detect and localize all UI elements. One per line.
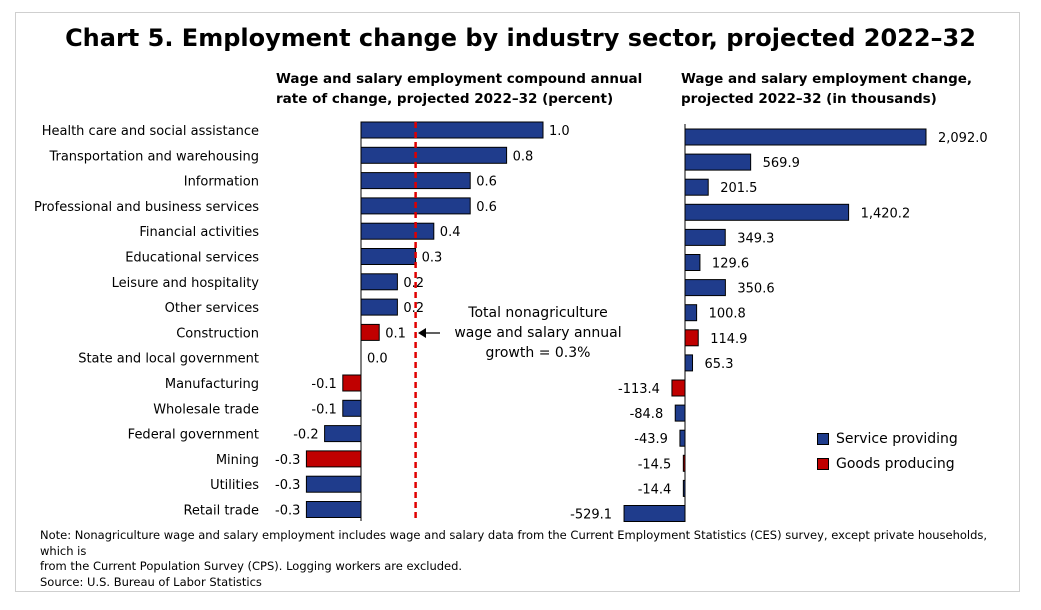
note-line-2: from the Current Population Survey (CPS)… <box>40 559 463 573</box>
right-value-label-other-services: 100.8 <box>709 307 746 322</box>
legend-label-service: Service providing <box>836 431 958 447</box>
annotation-line-1: Total nonagriculture <box>468 305 608 321</box>
category-label-educational-services: Educational services <box>125 251 259 266</box>
category-label-manufacturing: Manufacturing <box>165 377 259 392</box>
left-bar-construction <box>360 323 380 341</box>
right-bar-construction <box>684 329 699 347</box>
category-label-financial-activities: Financial activities <box>139 225 259 240</box>
category-label-information: Information <box>184 175 259 190</box>
chart-frame <box>15 12 1020 592</box>
right-value-label-health-care-and-social-assistance: 2,092.0 <box>938 131 988 146</box>
right-value-label-educational-services: 129.6 <box>712 257 749 272</box>
left-bar-manufacturing <box>342 374 362 392</box>
left-value-label-state-and-local-government: 0.0 <box>367 352 388 367</box>
left-value-label-information: 0.6 <box>476 175 497 190</box>
left-value-label-transportation-and-warehousing: 0.8 <box>513 149 534 164</box>
right-value-label-wholesale-trade: -84.8 <box>630 407 664 422</box>
legend-item-goods: Goods producing <box>817 456 955 472</box>
left-bar-federal-government <box>324 425 362 443</box>
category-label-other-services: Other services <box>165 301 260 316</box>
left-value-label-other-services: 0.2 <box>403 301 424 316</box>
category-label-leisure-and-hospitality: Leisure and hospitality <box>112 276 260 291</box>
left-value-label-retail-trade: -0.3 <box>275 504 300 519</box>
right-bar-state-and-local-government <box>684 354 694 372</box>
legend-label-goods: Goods producing <box>836 456 955 472</box>
left-bar-other-services <box>360 298 398 316</box>
chart-note: Note: Nonagriculture wage and salary emp… <box>40 528 1015 590</box>
category-label-transportation-and-warehousing: Transportation and warehousing <box>48 149 259 164</box>
right-bar-transportation-and-warehousing <box>684 153 752 171</box>
right-value-label-leisure-and-hospitality: 350.6 <box>737 282 774 297</box>
annotation-arrow-head <box>418 328 426 338</box>
right-bar-retail-trade <box>623 505 686 522</box>
category-label-professional-and-business-services: Professional and business services <box>34 200 259 215</box>
right-value-label-utilities: -14.4 <box>638 482 672 497</box>
left-value-label-leisure-and-hospitality: 0.2 <box>403 276 424 291</box>
right-value-label-manufacturing: -113.4 <box>618 382 660 397</box>
annotation-line-2: wage and salary annual <box>454 325 622 341</box>
category-label-state-and-local-government: State and local government <box>78 352 259 367</box>
left-value-label-health-care-and-social-assistance: 1.0 <box>549 124 570 139</box>
right-subtitle-line-1: Wage and salary employment change, <box>681 71 973 87</box>
right-value-label-mining: -14.5 <box>638 457 672 472</box>
left-value-label-professional-and-business-services: 0.6 <box>476 200 497 215</box>
right-value-label-information: 201.5 <box>720 181 757 196</box>
left-value-label-mining: -0.3 <box>275 453 300 468</box>
reference-line-annotation: Total nonagriculture wage and salary ann… <box>440 303 636 363</box>
right-bar-other-services <box>684 304 698 322</box>
category-label-wholesale-trade: Wholesale trade <box>153 402 259 417</box>
right-subtitle-line-2: projected 2022–32 (in thousands) <box>681 91 937 107</box>
left-bar-leisure-and-hospitality <box>360 273 398 291</box>
left-value-label-construction: 0.1 <box>385 326 406 341</box>
right-value-label-construction: 114.9 <box>710 332 747 347</box>
category-label-mining: Mining <box>216 453 259 468</box>
right-bar-information <box>684 178 709 196</box>
right-value-label-financial-activities: 349.3 <box>737 231 774 246</box>
annotation-line-3: growth = 0.3% <box>485 345 591 361</box>
right-bar-manufacturing <box>671 379 686 397</box>
right-bar-health-care-and-social-assistance <box>684 128 927 146</box>
right-bar-financial-activities <box>684 228 726 246</box>
left-subtitle-line-1: Wage and salary employment compound annu… <box>276 71 643 87</box>
right-panel-subtitle: Wage and salary employment change, proje… <box>681 69 972 109</box>
left-value-label-federal-government: -0.2 <box>293 428 318 443</box>
category-label-retail-trade: Retail trade <box>183 504 259 519</box>
right-bar-professional-and-business-services <box>684 203 850 221</box>
left-value-label-financial-activities: 0.4 <box>440 225 461 240</box>
chart-title: Chart 5. Employment change by industry s… <box>65 24 976 52</box>
legend-swatch-goods <box>817 458 829 470</box>
left-bar-mining <box>305 450 362 468</box>
left-bar-health-care-and-social-assistance <box>360 121 544 139</box>
category-label-utilities: Utilities <box>210 478 259 493</box>
left-bar-retail-trade <box>305 501 362 518</box>
legend-swatch-service <box>817 433 829 445</box>
left-bar-utilities <box>305 475 362 493</box>
category-label-construction: Construction <box>176 326 259 341</box>
left-bar-wholesale-trade <box>342 399 362 417</box>
right-value-label-professional-and-business-services: 1,420.2 <box>861 206 911 221</box>
left-value-label-manufacturing: -0.1 <box>311 377 336 392</box>
category-label-health-care-and-social-assistance: Health care and social assistance <box>42 124 259 139</box>
source-line: Source: U.S. Bureau of Labor Statistics <box>40 574 262 589</box>
right-bar-federal-government <box>679 429 686 447</box>
note-line-1: Note: Nonagriculture wage and salary emp… <box>40 528 988 558</box>
right-bar-wholesale-trade <box>674 404 686 422</box>
left-value-label-wholesale-trade: -0.1 <box>311 402 336 417</box>
legend-item-service: Service providing <box>817 431 958 447</box>
left-bar-financial-activities <box>360 222 435 240</box>
right-value-label-transportation-and-warehousing: 569.9 <box>763 156 800 171</box>
category-label-federal-government: Federal government <box>128 428 259 443</box>
left-subtitle-line-2: rate of change, projected 2022–32 (perce… <box>276 91 614 107</box>
right-bar-leisure-and-hospitality <box>684 279 726 297</box>
left-panel-subtitle: Wage and salary employment compound annu… <box>276 69 642 109</box>
left-value-label-educational-services: 0.3 <box>422 251 443 266</box>
right-value-label-retail-trade: -529.1 <box>570 508 612 523</box>
right-value-label-federal-government: -43.9 <box>634 432 668 447</box>
right-value-label-state-and-local-government: 65.3 <box>705 357 734 372</box>
left-bar-transportation-and-warehousing <box>360 146 508 164</box>
left-bar-educational-services <box>360 248 417 265</box>
right-bar-educational-services <box>684 254 701 271</box>
left-value-label-utilities: -0.3 <box>275 478 300 493</box>
